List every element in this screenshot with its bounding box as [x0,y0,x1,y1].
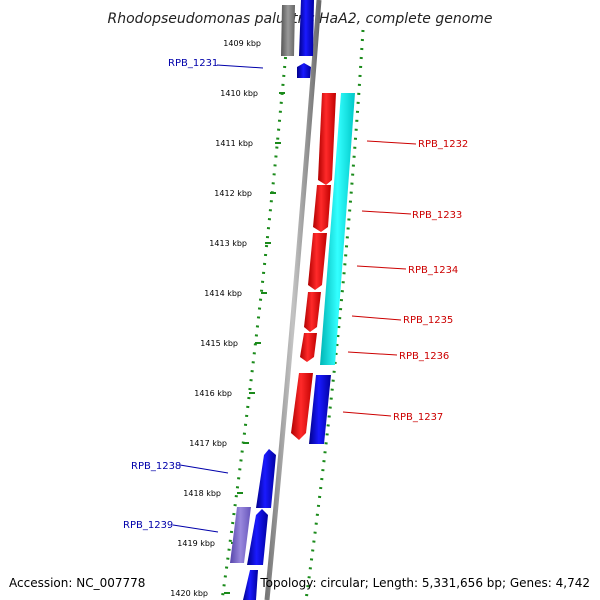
gene-feature-purple[interactable] [230,507,251,563]
gene-feature-rpb-1231-block[interactable] [299,0,314,56]
label-leaders [172,64,417,533]
kbp-labels: 1409 kbp 1410 kbp 1411 kbp 1412 kbp 1413… [170,39,261,598]
gene-feature-rpb-1237[interactable] [291,373,313,440]
gene-feature-rpb-1233[interactable] [313,185,331,232]
kbp-label: 1420 kbp [170,589,208,598]
gene-feature-cyan[interactable] [320,93,355,365]
gene-label-rpb-1239[interactable]: RPB_1239 [123,520,173,531]
gene-label-rpb-1233[interactable]: RPB_1233 [412,210,462,221]
kbp-label: 1412 kbp [214,189,252,198]
outer-tick-track [304,29,365,600]
gene-feature-blue[interactable] [309,375,331,444]
gene-labels: RPB_1231 RPB_1232 RPB_1233 RPB_1234 RPB_… [123,58,468,531]
kbp-label: 1411 kbp [215,139,253,148]
gene-feature-rpb-1235[interactable] [304,292,321,332]
gene-feature-rpb-1231[interactable] [297,63,311,78]
gene-label-rpb-1238[interactable]: RPB_1238 [131,461,181,472]
gene-label-rpb-1235[interactable]: RPB_1235 [403,315,453,326]
gene-label-rpb-1231[interactable]: RPB_1231 [168,58,218,69]
accession-text: Accession: NC_007778 [9,576,146,590]
kbp-label: 1410 kbp [220,89,258,98]
gene-label-rpb-1236[interactable]: RPB_1236 [399,351,449,362]
kbp-label: 1419 kbp [177,539,215,548]
kbp-label: 1416 kbp [194,389,232,398]
genome-backbone [264,0,322,600]
gene-label-rpb-1237[interactable]: RPB_1237 [393,412,443,423]
genome-summary-text: Topology: circular; Length: 5,331,656 bp… [260,576,590,590]
gene-feature-rpb-1234[interactable] [308,233,327,290]
inner-tick-track [220,29,290,600]
gene-feature-bottom[interactable] [243,570,258,600]
gene-features [230,0,355,600]
gene-label-rpb-1232[interactable]: RPB_1232 [418,139,468,150]
gene-feature-rpb-1232[interactable] [318,93,336,185]
kbp-label: 1409 kbp [223,39,261,48]
gene-feature-rpb-1239[interactable] [247,509,268,565]
kbp-label: 1414 kbp [204,289,242,298]
kbp-label: 1418 kbp [183,489,221,498]
kbp-label: 1417 kbp [189,439,227,448]
gene-feature-rpb-1238[interactable] [256,449,276,508]
gene-feature-grey[interactable] [281,5,295,56]
kbp-label: 1413 kbp [209,239,247,248]
kbp-label: 1415 kbp [200,339,238,348]
gene-label-rpb-1234[interactable]: RPB_1234 [408,265,458,276]
gene-feature-rpb-1236[interactable] [300,333,317,362]
map-title: Rhodopseudomonas palustris HaA2, complet… [107,11,492,27]
